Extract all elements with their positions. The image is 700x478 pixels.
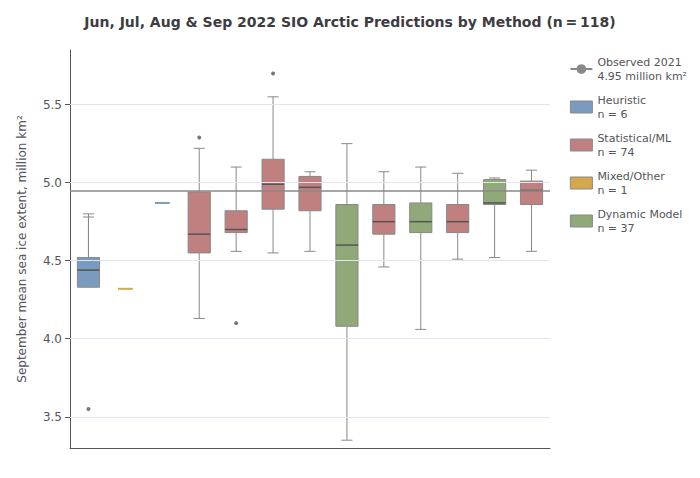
svg-text:3.5: 3.5 bbox=[43, 410, 62, 424]
svg-text:Observed 2021: Observed 2021 bbox=[597, 56, 681, 69]
svg-text:Statistical/ML: Statistical/ML bbox=[597, 132, 672, 145]
svg-text:5.0: 5.0 bbox=[43, 176, 62, 190]
svg-text:Dynamic Model: Dynamic Model bbox=[597, 208, 682, 221]
svg-text:n = 6: n = 6 bbox=[597, 108, 627, 121]
svg-text:4.0: 4.0 bbox=[43, 332, 62, 346]
svg-text:4.5: 4.5 bbox=[43, 254, 62, 268]
svg-text:n = 37: n = 37 bbox=[597, 222, 634, 235]
svg-text:4.95 million km²: 4.95 million km² bbox=[597, 70, 687, 83]
svg-text:Jun, Jul, Aug & Sep 2022 SIO A: Jun, Jul, Aug & Sep 2022 SIO Arctic Pred… bbox=[83, 14, 615, 30]
svg-text:n = 1: n = 1 bbox=[597, 184, 627, 197]
svg-text:Mixed/Other: Mixed/Other bbox=[597, 170, 665, 183]
svg-text:Heuristic: Heuristic bbox=[597, 94, 646, 107]
svg-text:n = 74: n = 74 bbox=[597, 146, 634, 159]
svg-text:5.5: 5.5 bbox=[43, 98, 62, 112]
svg-text:September mean sea ice extent,: September mean sea ice extent, million k… bbox=[15, 115, 29, 383]
